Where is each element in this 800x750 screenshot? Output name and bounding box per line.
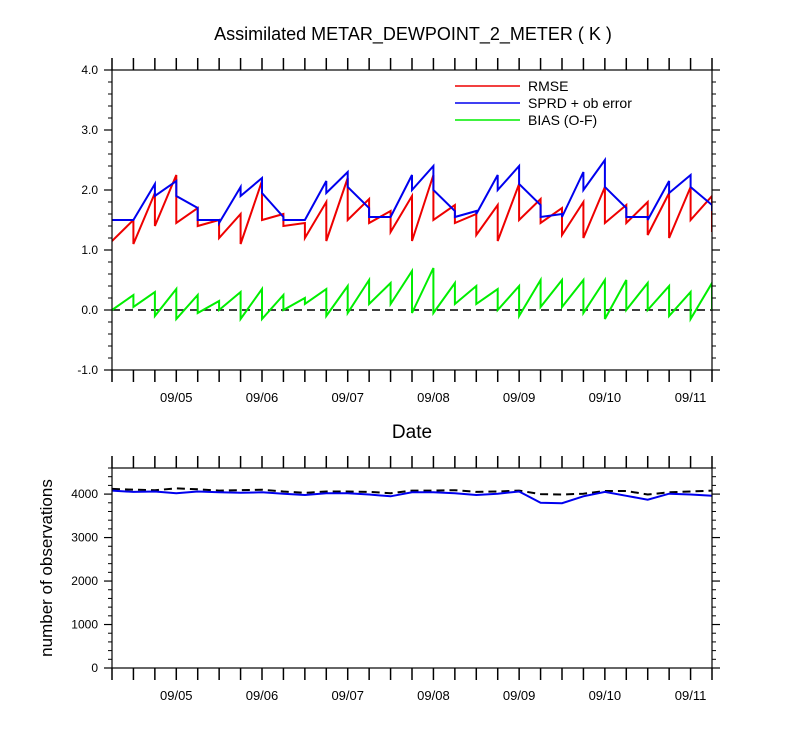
bottom-series-group: [112, 487, 712, 505]
x-tick-label: 09/08: [417, 688, 450, 703]
x-tick-label: 09/06: [246, 688, 279, 703]
x-tick-label: 09/07: [331, 390, 364, 405]
y-tick-label: 4000: [71, 487, 98, 501]
top-y-axis: -1.0 0.0 1.0 2.0 3.0 4.0: [77, 63, 720, 377]
y-tick-label: 1.0: [81, 243, 98, 257]
y-tick-label: 0: [91, 661, 98, 675]
x-tick-label: 09/11: [675, 390, 707, 405]
bottom-plot-frame: [111, 467, 713, 669]
bottom-y-axis: 0 1000 2000 3000 4000: [71, 467, 720, 675]
series-line-rmse: [112, 174, 712, 245]
y-tick-label: 2.0: [81, 183, 98, 197]
top-chart: -1.0 0.0 1.0 2.0 3.0 4.0 09/05 09/06 09/07 09/08…: [77, 58, 720, 405]
chart-title: Assimilated METAR_DEWPOINT_2_METER ( K ): [214, 24, 612, 45]
x-tick-label: 09/08: [417, 390, 450, 405]
series-line-sprd-ob-error: [112, 156, 712, 227]
legend-label: RMSE: [528, 78, 568, 94]
y-tick-label: -1.0: [77, 363, 98, 377]
y-tick-label: 3000: [71, 531, 98, 545]
top-plot-frame: [111, 69, 713, 371]
x-tick-label: 09/05: [160, 688, 193, 703]
top-x-axis: 09/05 09/06 09/07 09/08 09/09 09/10 09/11: [111, 58, 713, 405]
x-tick-label: 09/10: [589, 390, 622, 405]
legend-label: BIAS (O-F): [528, 112, 597, 128]
y-tick-label: 4.0: [81, 63, 98, 77]
legend-label: SPRD + ob error: [528, 95, 632, 111]
bottom-y-axis-label: number of observations: [37, 479, 56, 657]
top-series-group: [112, 156, 712, 323]
x-tick-label: 09/09: [503, 688, 536, 703]
x-tick-label: 09/09: [503, 390, 536, 405]
top-x-axis-label: Date: [392, 422, 432, 443]
x-tick-label: 09/05: [160, 390, 193, 405]
x-tick-label: 09/11: [675, 688, 707, 703]
y-tick-label: 3.0: [81, 123, 98, 137]
y-tick-label: 0.0: [81, 303, 98, 317]
x-tick-label: 09/10: [589, 688, 622, 703]
series-line-solid-1: [112, 489, 712, 505]
bottom-x-axis: 09/05 09/06 09/07 09/08 09/09 09/10 09/11: [111, 456, 713, 703]
series-line-dashed-0: [112, 487, 712, 496]
y-tick-label: 1000: [71, 618, 98, 632]
y-tick-label: 2000: [71, 574, 98, 588]
x-tick-label: 09/07: [331, 688, 364, 703]
series-line-bias-o-f-: [112, 267, 712, 323]
x-tick-label: 09/06: [246, 390, 279, 405]
